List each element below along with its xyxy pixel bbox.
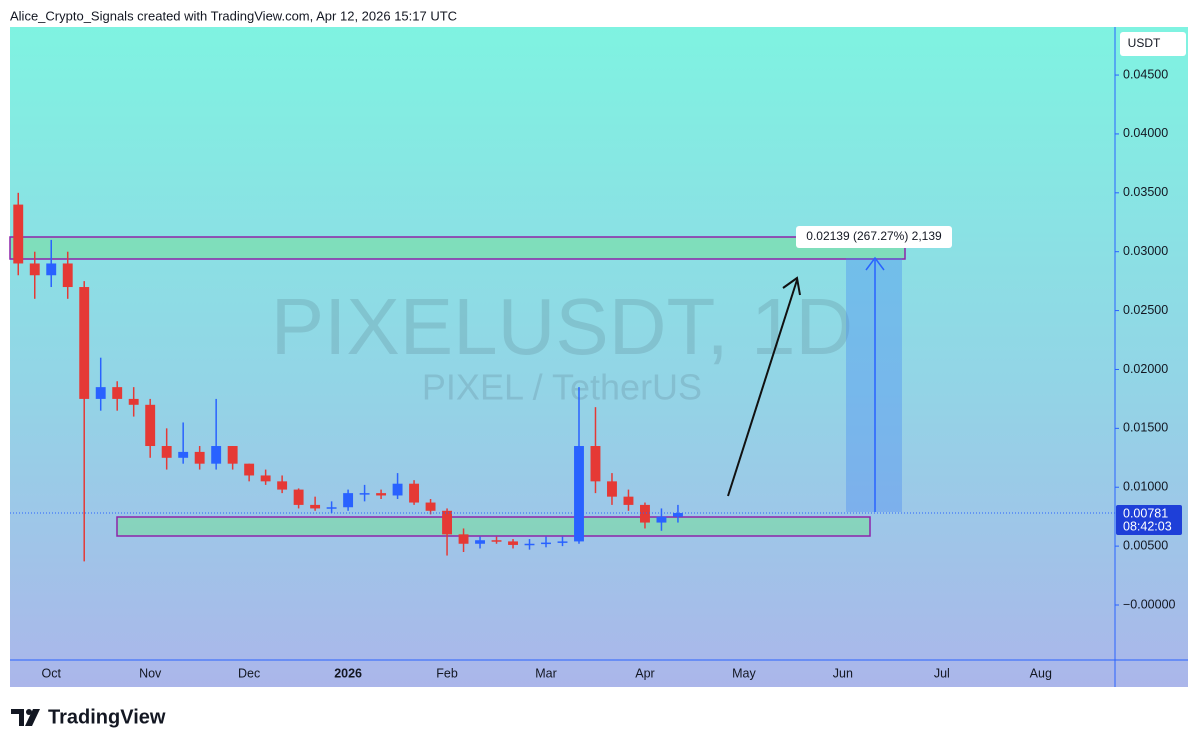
candle-body	[46, 263, 57, 276]
x-tick-label: Feb	[436, 666, 458, 680]
current-price-box	[1116, 505, 1182, 536]
candle-body	[326, 507, 337, 509]
x-tick-label: Nov	[139, 666, 162, 680]
support-zone	[116, 516, 871, 537]
candle-body	[244, 463, 255, 476]
x-tick-label: Jun	[833, 666, 853, 680]
measure-label: 0.02139 (267.27%) 2,139	[806, 229, 942, 243]
currency-box	[1120, 32, 1186, 56]
candle-body	[574, 446, 584, 542]
candle-body	[293, 489, 304, 505]
watermark-name: PIXEL / TetherUS	[422, 367, 702, 408]
candle-body	[211, 446, 222, 464]
y-tick-label: 0.04000	[1123, 126, 1168, 140]
y-tick-label: 0.01000	[1123, 480, 1168, 494]
candle-body	[310, 504, 321, 509]
candle-body	[95, 387, 106, 399]
candle-body	[656, 516, 667, 523]
measure-box	[846, 258, 902, 512]
candle-body	[392, 483, 403, 496]
x-tick-label: May	[732, 666, 756, 680]
y-tick-label: 0.02500	[1123, 303, 1168, 317]
candle-body	[343, 493, 354, 508]
candle-body	[112, 387, 123, 399]
y-tick-label: 0.04500	[1123, 67, 1168, 81]
trend-arrow-head	[782, 276, 801, 296]
countdown-label: 08:42:03	[1123, 519, 1172, 533]
x-tick-label: Jul	[934, 666, 950, 680]
current-price-label: 0.00781	[1123, 506, 1168, 520]
candle-body	[541, 542, 551, 545]
candle-body	[79, 287, 90, 399]
y-tick-label: 0.03000	[1123, 244, 1168, 258]
header: Alice_Crypto_Signals created with Tradin…	[10, 8, 457, 23]
footer-logo: TradingView	[48, 706, 166, 728]
candle-body	[194, 451, 205, 464]
candle-body	[376, 493, 387, 496]
candle-body	[277, 481, 288, 490]
candle-body	[260, 475, 271, 482]
currency: USDT	[1128, 36, 1161, 50]
y-tick-label: 0.02000	[1123, 362, 1168, 376]
resistance-zone	[9, 236, 906, 260]
candle-body	[623, 496, 634, 505]
y-tick-label: 0.00500	[1123, 538, 1168, 552]
candle-body	[557, 541, 568, 543]
candle-body	[425, 502, 436, 511]
watermark-symbol: PIXELUSDT, 1D	[271, 282, 853, 371]
chart-background	[10, 27, 1188, 687]
trend-arrow	[727, 279, 798, 497]
y-tick-label: −0.00000	[1123, 597, 1176, 611]
candle-body	[13, 204, 24, 264]
candle-body	[640, 504, 650, 523]
x-tick-label: Aug	[1030, 666, 1052, 680]
candle-body	[458, 534, 469, 544]
x-tick-label: Dec	[238, 666, 260, 680]
candle-body	[359, 493, 370, 495]
candle-body	[673, 513, 683, 517]
candle-body	[508, 541, 518, 545]
y-tick-label: 0.03500	[1123, 185, 1168, 199]
candle-body	[607, 481, 617, 497]
measure-label-box	[796, 226, 952, 248]
x-tick-label: Oct	[42, 666, 62, 680]
candle-body	[590, 446, 601, 482]
candle-body	[409, 483, 420, 503]
candle-body	[29, 263, 40, 276]
candle-body	[475, 540, 485, 544]
x-tick-label: 2026	[334, 666, 362, 680]
candle-body	[128, 398, 139, 405]
candle-body	[145, 404, 156, 447]
x-tick-label: Apr	[635, 666, 654, 680]
measure-arrow-head	[865, 256, 885, 271]
candle-body	[491, 540, 502, 542]
y-tick-label: 0.01500	[1123, 421, 1168, 435]
candle-body	[442, 510, 452, 535]
candle-body	[161, 446, 172, 458]
candle-body	[62, 263, 73, 288]
x-tick-label: Mar	[535, 666, 557, 680]
candle-body	[524, 543, 535, 546]
candle-body	[178, 451, 189, 458]
candle-body	[227, 446, 238, 464]
footer-logo-icon	[11, 709, 40, 726]
